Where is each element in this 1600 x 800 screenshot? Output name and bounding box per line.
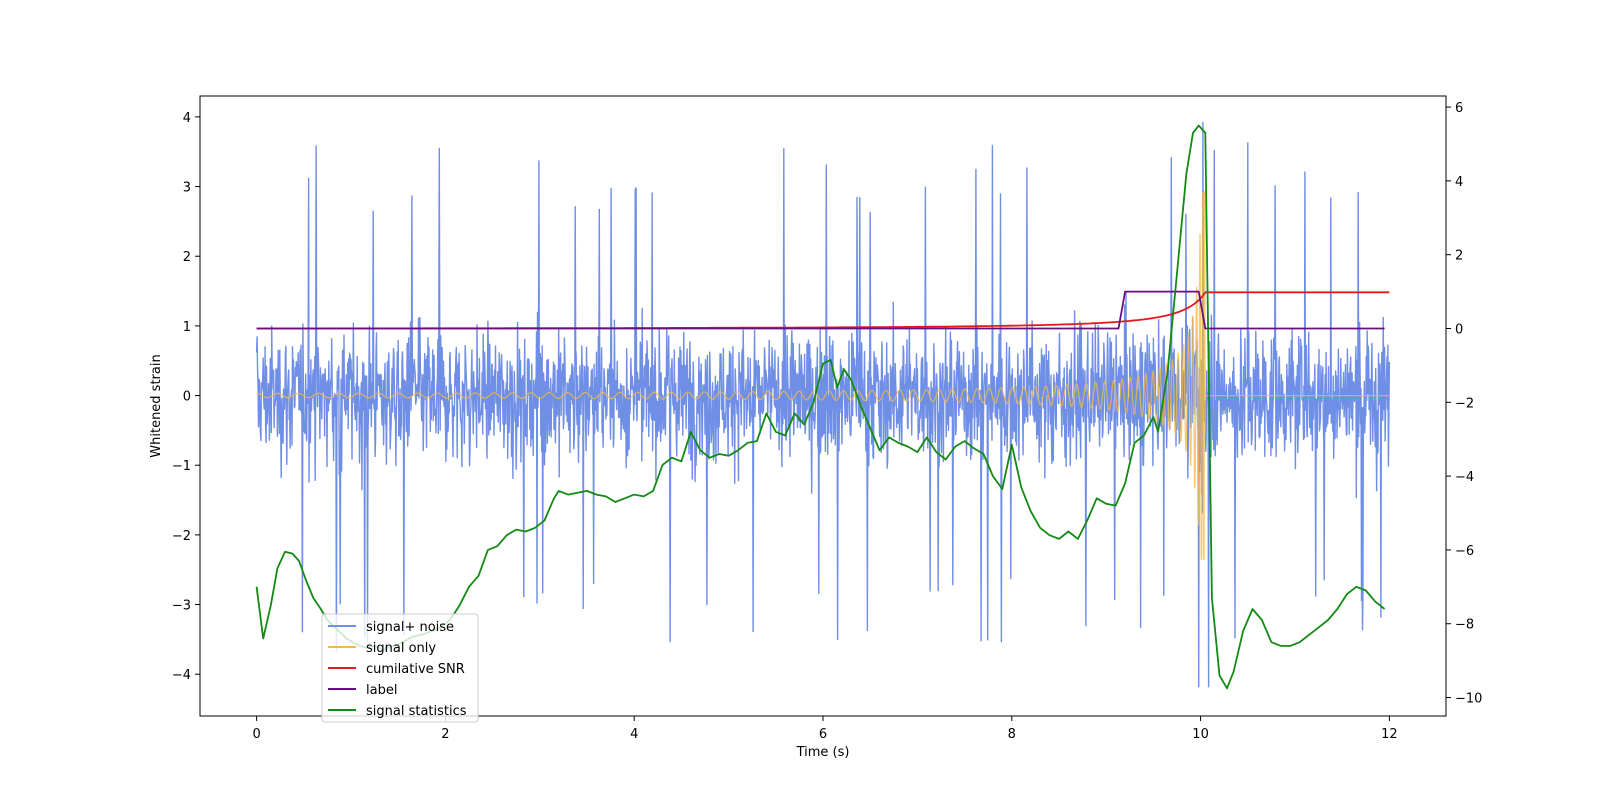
x-tick-label: 12 — [1381, 727, 1398, 742]
legend: signal+ noise signal only cumilative SNR la… — [321, 613, 479, 723]
y2-tick-label: −4 — [1455, 470, 1474, 485]
x-tick-label: 8 — [1008, 727, 1016, 742]
y2-tick-label: −6 — [1455, 544, 1474, 559]
y-tick-label: 2 — [183, 250, 191, 265]
y-tick-label: −2 — [172, 529, 191, 544]
legend-box — [321, 613, 479, 723]
y-tick-label: 1 — [183, 320, 191, 335]
legend-label: signal+ noise — [366, 620, 454, 635]
y-tick-label: 0 — [183, 390, 191, 405]
y2-tick-label: −2 — [1455, 396, 1474, 411]
y2-tick-label: −10 — [1455, 692, 1482, 707]
y2-tick-label: 6 — [1455, 101, 1463, 116]
legend-label: signal statistics — [366, 704, 467, 719]
y2-tick-label: 4 — [1455, 175, 1463, 190]
y2-tick-label: −8 — [1455, 618, 1474, 633]
x-tick-label: 4 — [630, 727, 638, 742]
series-signal-only-line — [256, 190, 1390, 560]
y-axis-title: Whitened strain — [149, 354, 164, 457]
y-tick-label: −4 — [172, 668, 191, 683]
legend-label: label — [366, 683, 397, 698]
x-tick-label: 10 — [1192, 727, 1209, 742]
legend-label: cumilative SNR — [366, 662, 465, 677]
y2-tick-label: 2 — [1455, 249, 1463, 264]
y2-tick-label: 0 — [1455, 323, 1463, 338]
y-tick-label: 3 — [183, 181, 191, 196]
x-axis-title: Time (s) — [796, 745, 850, 760]
x-tick-label: 6 — [819, 727, 827, 742]
x-tick-label: 0 — [252, 727, 260, 742]
series-label-line — [256, 290, 1385, 330]
y-tick-label: −3 — [172, 599, 191, 614]
x-tick-label: 2 — [441, 727, 449, 742]
series-layer — [255, 121, 1391, 690]
y-tick-label: 4 — [183, 111, 191, 126]
legend-label: signal only — [366, 641, 436, 656]
y-tick-label: −1 — [172, 459, 191, 474]
